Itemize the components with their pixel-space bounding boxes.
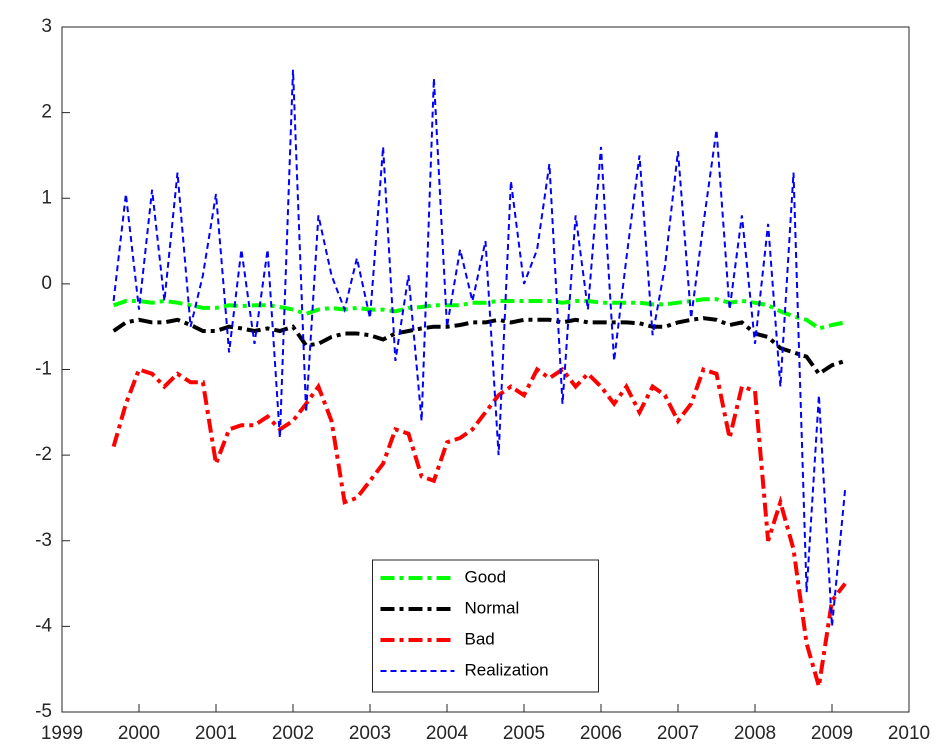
x-tick-label: 2009 xyxy=(811,723,853,744)
x-tick-label: 1999 xyxy=(41,723,83,744)
legend-label: Normal xyxy=(465,598,520,617)
x-tick-label: 2007 xyxy=(657,723,699,744)
x-tick-label: 2005 xyxy=(503,723,545,744)
legend-label: Realization xyxy=(465,660,549,679)
x-tick-label: 2010 xyxy=(888,723,930,744)
x-tick-label: 2001 xyxy=(195,723,237,744)
y-tick-label: 3 xyxy=(41,16,52,37)
y-tick-label: -1 xyxy=(35,359,52,380)
series-line xyxy=(112,316,846,377)
x-tick-label: 2006 xyxy=(580,723,622,744)
x-tick-label: 2008 xyxy=(734,723,776,744)
y-tick-label: -5 xyxy=(35,701,52,722)
y-tick-label: -2 xyxy=(35,444,52,465)
x-tick-label: 2003 xyxy=(349,723,391,744)
legend: Good Normal Bad Realization xyxy=(372,559,599,693)
x-tick-label: 2004 xyxy=(426,723,469,744)
y-tick-label: -3 xyxy=(35,530,52,551)
legend-label: Good xyxy=(465,567,507,586)
y-tick-label: 0 xyxy=(41,273,52,294)
y-tick-label: 2 xyxy=(41,102,52,123)
series-line xyxy=(111,366,847,687)
legend-label: Bad xyxy=(465,629,495,648)
x-tick-label: 2002 xyxy=(272,723,314,744)
y-tick-label: 1 xyxy=(41,187,52,208)
legend-box xyxy=(372,559,599,693)
x-tick-label: 2000 xyxy=(118,723,160,744)
y-tick-label: -4 xyxy=(35,615,52,636)
